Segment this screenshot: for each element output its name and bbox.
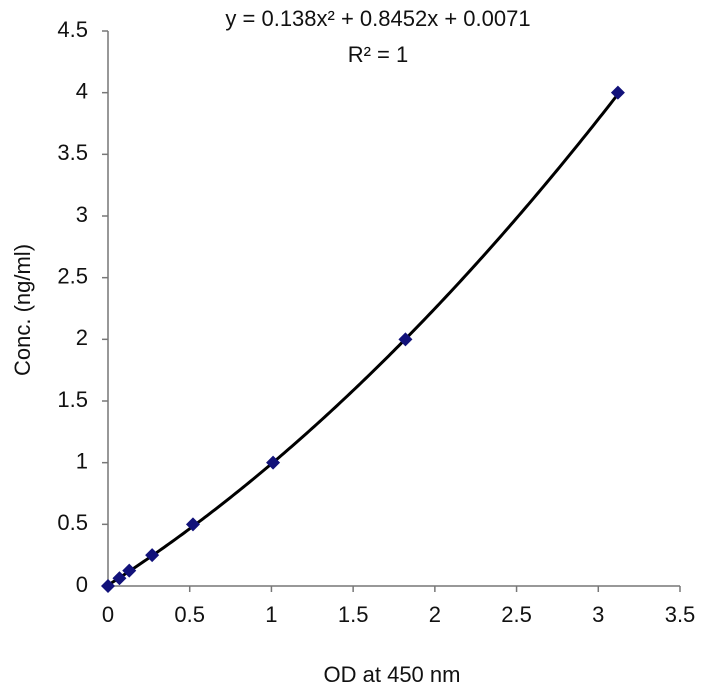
data-point bbox=[101, 579, 115, 593]
y-tick-label: 4.5 bbox=[57, 17, 88, 42]
y-tick-label: 0 bbox=[76, 572, 88, 597]
y-tick-label: 1 bbox=[76, 448, 88, 473]
x-tick-label: 2.5 bbox=[501, 602, 532, 627]
data-point bbox=[145, 548, 160, 563]
r-squared: R² = 1 bbox=[348, 42, 409, 67]
data-point bbox=[112, 571, 127, 586]
y-axis-label: Conc. (ng/ml) bbox=[10, 244, 35, 376]
x-tick-label: 1.5 bbox=[338, 602, 369, 627]
y-tick-label: 3.5 bbox=[57, 140, 88, 165]
data-point bbox=[122, 563, 137, 578]
x-axis-label: OD at 450 nm bbox=[324, 662, 461, 687]
y-tick-label: 0.5 bbox=[57, 510, 88, 535]
y-tick-label: 1.5 bbox=[57, 387, 88, 412]
x-tick-label: 2 bbox=[429, 602, 441, 627]
data-point bbox=[266, 455, 281, 470]
x-tick-label: 0 bbox=[102, 602, 114, 627]
data-point bbox=[185, 517, 200, 532]
x-tick-label: 0.5 bbox=[174, 602, 205, 627]
y-tick-label: 2 bbox=[76, 325, 88, 350]
x-tick-label: 3.5 bbox=[665, 602, 696, 627]
y-tick-label: 2.5 bbox=[57, 263, 88, 288]
trendline bbox=[107, 93, 620, 587]
y-tick-label: 4 bbox=[76, 78, 88, 103]
x-tick-label: 1 bbox=[265, 602, 277, 627]
equation: y = 0.138x² + 0.8452x + 0.0071 bbox=[225, 6, 530, 31]
data-point bbox=[398, 332, 413, 347]
y-tick-label: 3 bbox=[76, 202, 88, 227]
data-point bbox=[610, 85, 625, 100]
x-tick-label: 3 bbox=[592, 602, 604, 627]
